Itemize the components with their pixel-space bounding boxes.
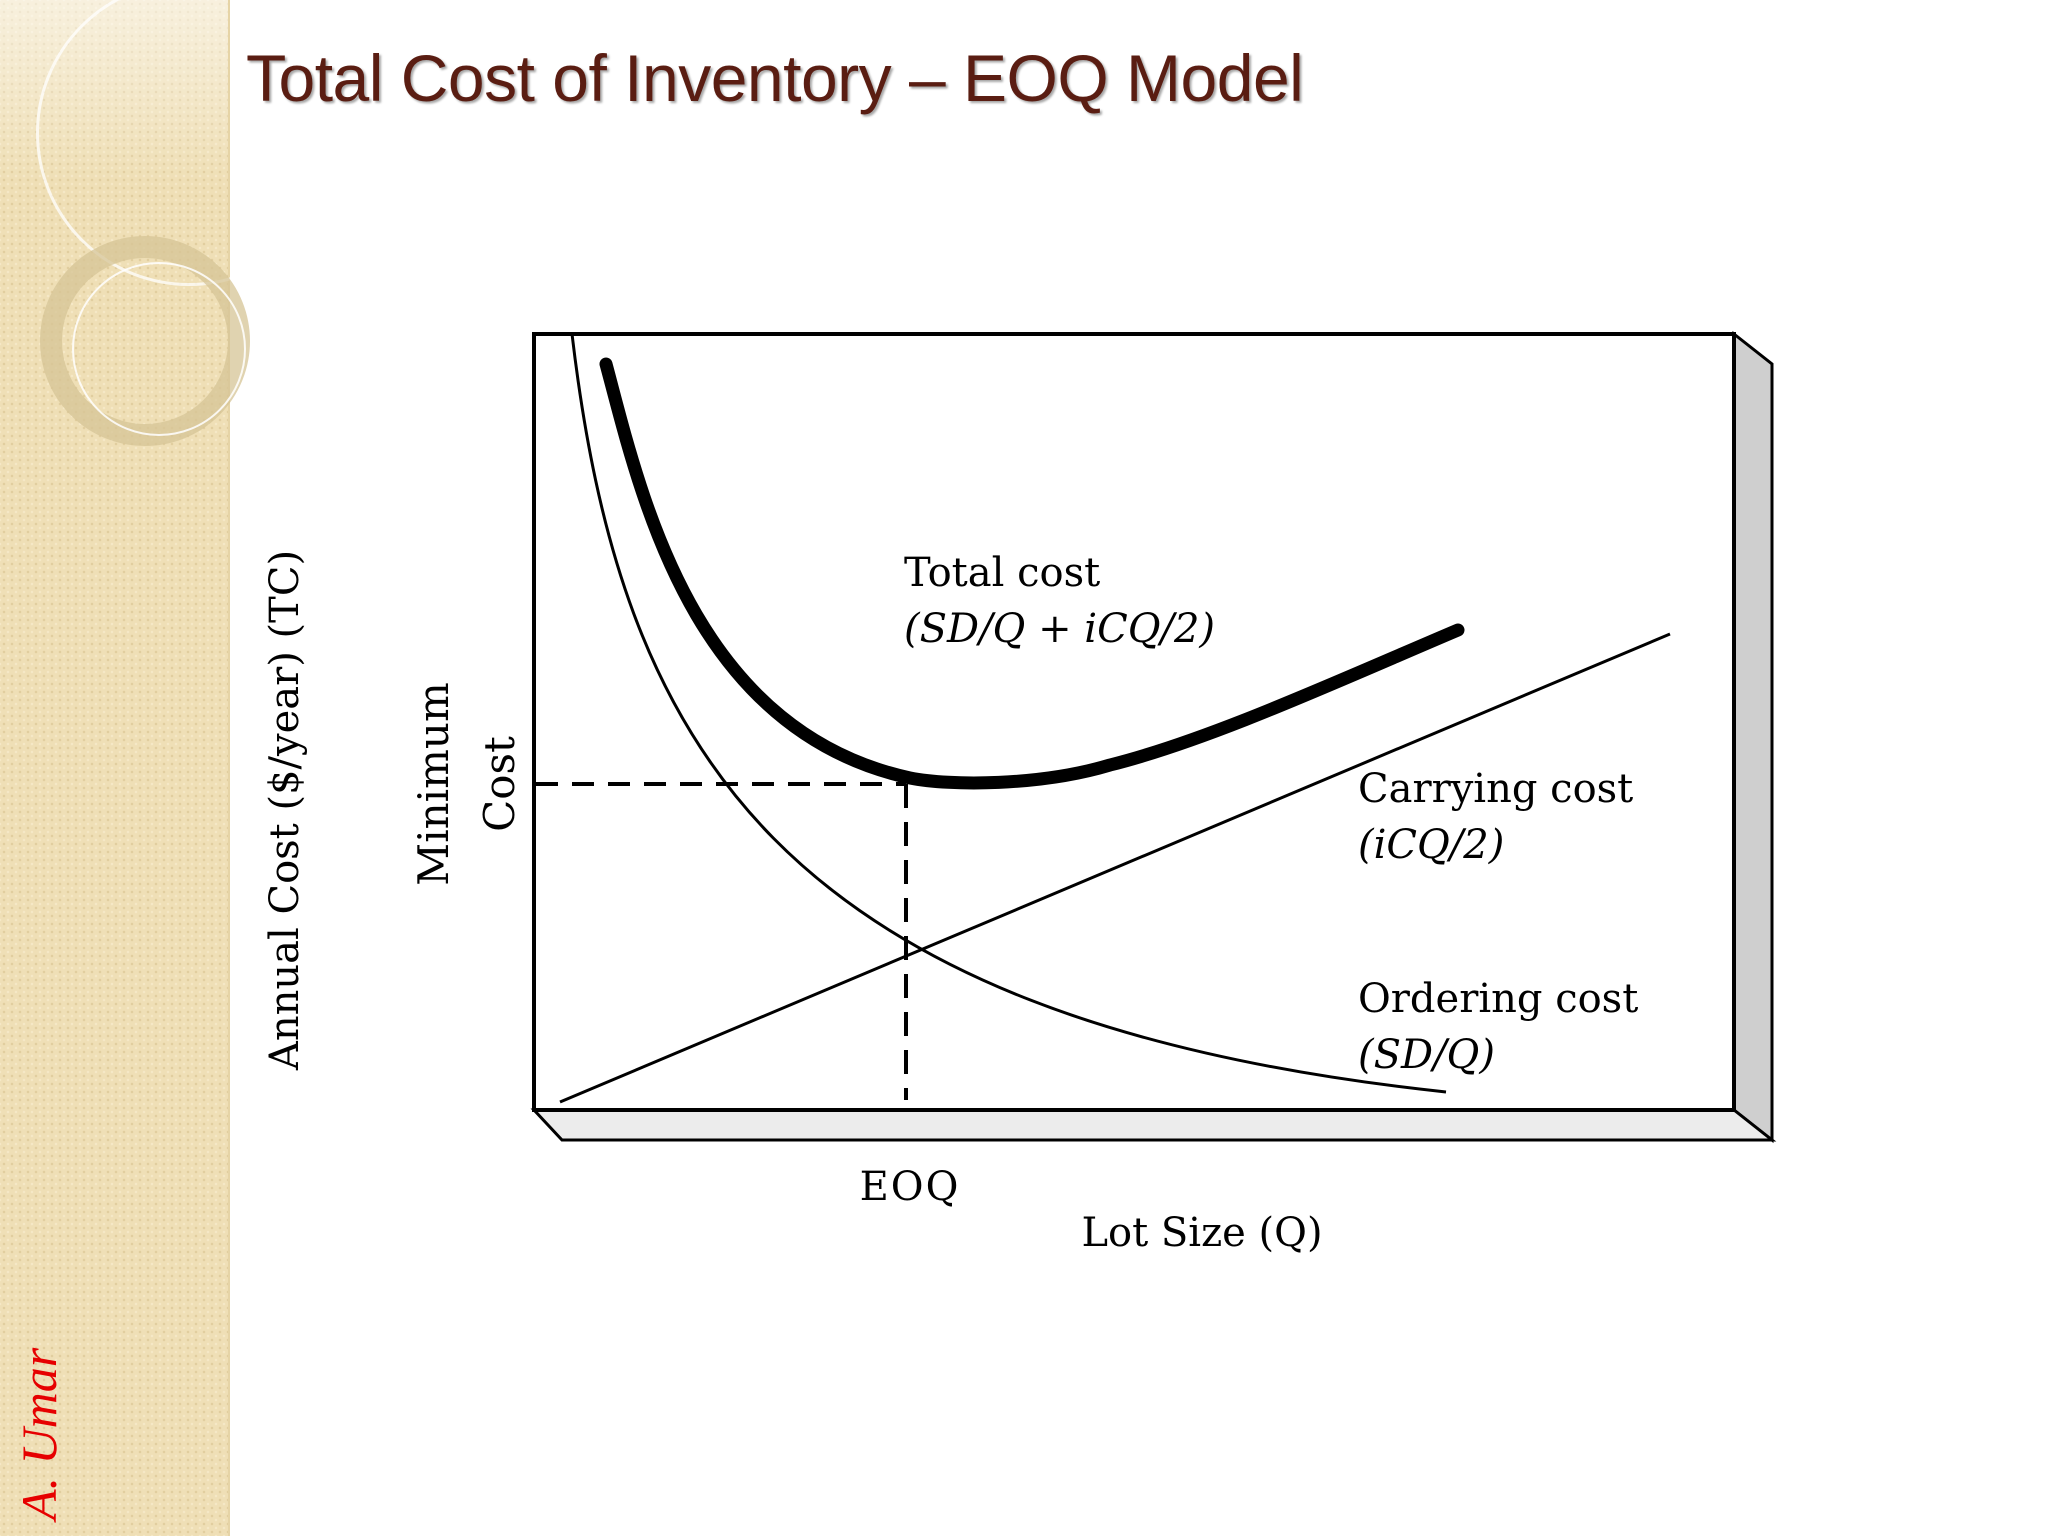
min-cost-label-line1: Minimum [409, 682, 458, 886]
plot-frame [532, 332, 1736, 1112]
y-axis-label: Annual Cost ($/year) (TC) [262, 550, 308, 1071]
ordering-cost-curve [570, 333, 1447, 1094]
author-name: A. Umar [11, 1347, 67, 1520]
min-cost-label-line2: Cost [475, 736, 524, 832]
frame-bottom-side [530, 1108, 1777, 1142]
sidebar-decoration: A. Umar [0, 0, 342, 1536]
total-cost-formula: (SD/Q + iCQ/2) [904, 606, 1215, 652]
total-cost-label: Total cost [904, 550, 1100, 596]
ordering-cost-formula: (SD/Q) [1358, 1032, 1495, 1078]
eoq-label: EOQ [860, 1164, 961, 1210]
ordering-cost-label: Ordering cost [1358, 976, 1638, 1022]
carrying-cost-formula: (iCQ/2) [1358, 822, 1504, 868]
decorative-ring [72, 262, 246, 436]
total-cost-curve [599, 357, 1465, 790]
carrying-cost-label: Carrying cost [1358, 766, 1633, 812]
frame-right-side [1732, 330, 1774, 1144]
eoq-diagram: Annual Cost ($/year) (TC) Minimum Cost E… [262, 330, 1777, 1256]
slide-title: Total Cost of Inventory – EOQ Model [246, 41, 1304, 115]
carrying-cost-line [559, 632, 1671, 1104]
x-axis-label: Lot Size (Q) [1081, 1210, 1322, 1256]
